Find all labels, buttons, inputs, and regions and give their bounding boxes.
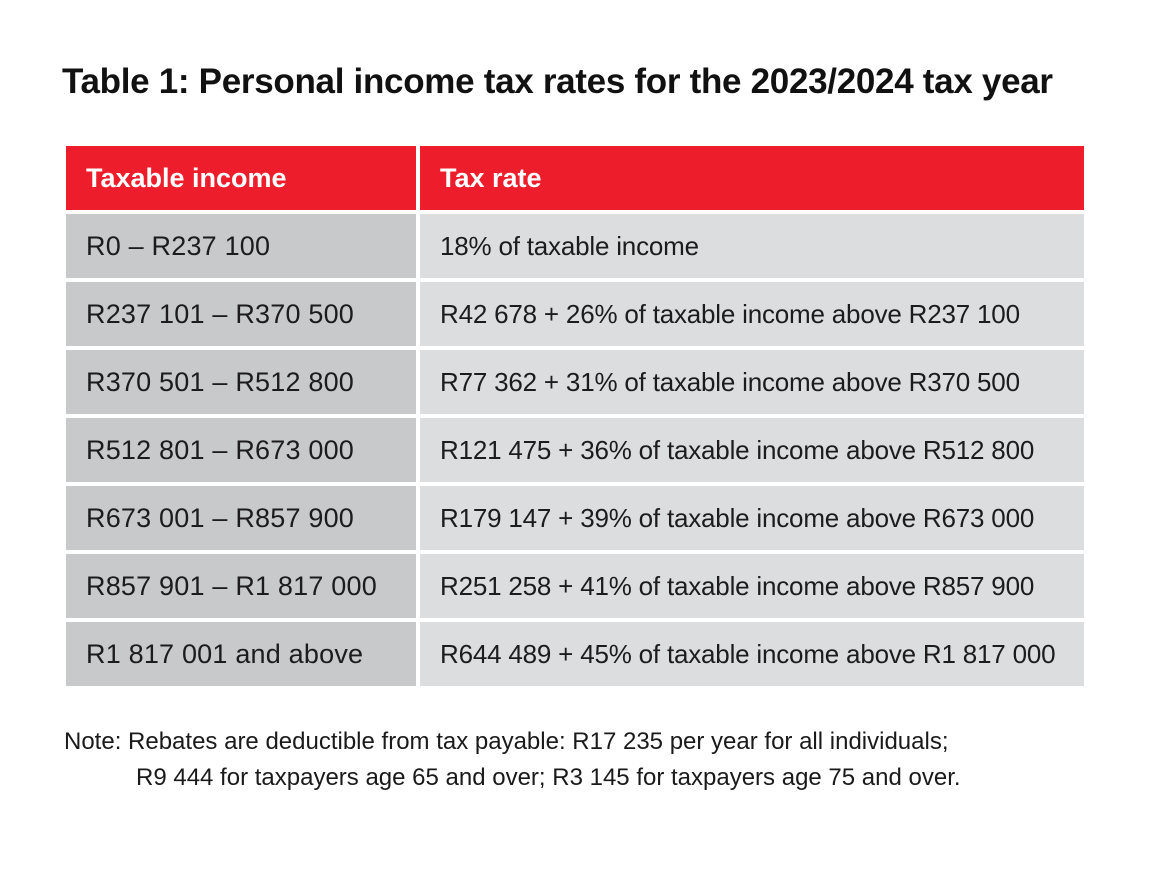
table-row: R237 101 – R370 500 R42 678 + 26% of tax…: [66, 282, 1084, 346]
table-row: R673 001 – R857 900 R179 147 + 39% of ta…: [66, 486, 1084, 550]
tax-rate-cell: R644 489 + 45% of taxable income above R…: [420, 622, 1084, 686]
tax-rate-cell: 18% of taxable income: [420, 214, 1084, 278]
tax-rate-cell: R77 362 + 31% of taxable income above R3…: [420, 350, 1084, 414]
tax-rate-cell: R42 678 + 26% of taxable income above R2…: [420, 282, 1084, 346]
table-row: R0 – R237 100 18% of taxable income: [66, 214, 1084, 278]
income-bracket-cell: R237 101 – R370 500: [66, 282, 416, 346]
tax-rate-cell: R121 475 + 36% of taxable income above R…: [420, 418, 1084, 482]
table-header-row: Taxable income Tax rate: [66, 146, 1084, 210]
table-row: R512 801 – R673 000 R121 475 + 36% of ta…: [66, 418, 1084, 482]
table-row: R857 901 – R1 817 000 R251 258 + 41% of …: [66, 554, 1084, 618]
rebate-note: Note: Rebates are deductible from tax pa…: [64, 724, 961, 796]
income-bracket-cell: R0 – R237 100: [66, 214, 416, 278]
tax-rate-cell: R251 258 + 41% of taxable income above R…: [420, 554, 1084, 618]
table-row: R370 501 – R512 800 R77 362 + 31% of tax…: [66, 350, 1084, 414]
rebate-note-line-1: Note: Rebates are deductible from tax pa…: [64, 728, 949, 755]
income-bracket-cell: R1 817 001 and above: [66, 622, 416, 686]
income-bracket-cell: R857 901 – R1 817 000: [66, 554, 416, 618]
income-bracket-cell: R370 501 – R512 800: [66, 350, 416, 414]
table-row: R1 817 001 and above R644 489 + 45% of t…: [66, 622, 1084, 686]
header-tax-rate: Tax rate: [420, 146, 1084, 210]
tax-rates-table: Taxable income Tax rate R0 – R237 100 18…: [62, 142, 1088, 690]
income-bracket-cell: R673 001 – R857 900: [66, 486, 416, 550]
rebate-note-line-2: R9 444 for taxpayers age 65 and over; R3…: [136, 764, 961, 791]
income-bracket-cell: R512 801 – R673 000: [66, 418, 416, 482]
tax-rate-cell: R179 147 + 39% of taxable income above R…: [420, 486, 1084, 550]
header-taxable-income: Taxable income: [66, 146, 416, 210]
page-title: Table 1: Personal income tax rates for t…: [62, 62, 1053, 101]
